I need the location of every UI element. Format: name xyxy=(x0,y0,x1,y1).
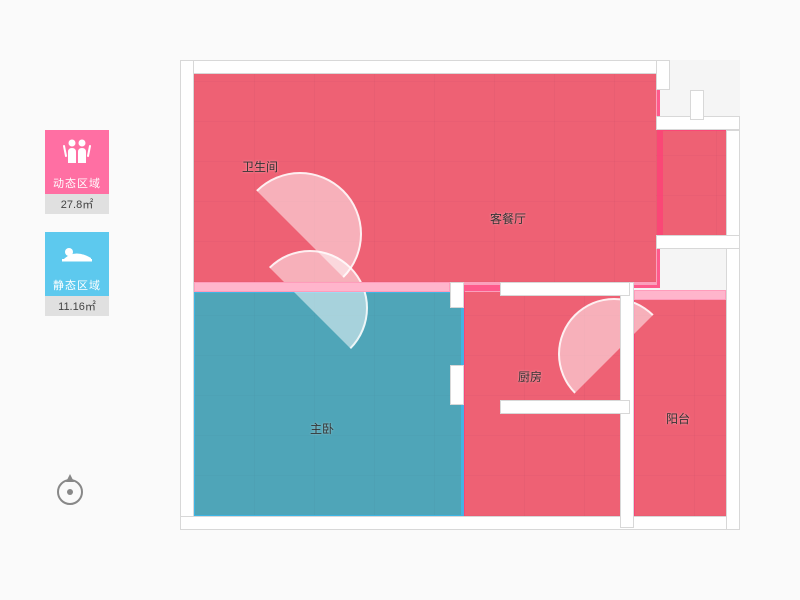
room-label-bathroom: 卫生间 xyxy=(242,158,278,175)
wall-segment xyxy=(726,130,740,530)
legend-dynamic-title: 动态区域 xyxy=(45,172,109,194)
zone-overlay-pink xyxy=(660,128,732,242)
zone-overlay-pink xyxy=(190,70,660,288)
wall-segment xyxy=(656,60,670,90)
room-label-bedroom: 主卧 xyxy=(310,420,334,437)
legend-dynamic-value: 27.8㎡ xyxy=(45,194,109,214)
wall-segment xyxy=(450,282,464,308)
sleep-icon xyxy=(45,232,109,274)
compass-icon xyxy=(50,470,90,510)
wall-segment xyxy=(500,400,630,414)
legend-static: 静态区域 11.16㎡ xyxy=(45,232,109,316)
legend-static-value: 11.16㎡ xyxy=(45,296,109,316)
room-label-kitchen: 厨房 xyxy=(518,368,542,385)
wall-segment xyxy=(500,282,630,296)
legend-panel: 动态区域 27.8㎡ 静态区域 11.16㎡ xyxy=(45,130,109,334)
wall-segment xyxy=(690,90,704,120)
wall-segment xyxy=(180,60,194,530)
legend-dynamic: 动态区域 27.8㎡ xyxy=(45,130,109,214)
zone-overlay-pink xyxy=(632,296,732,520)
floorplan-canvas: 卫生间客餐厅厨房阳台主卧 xyxy=(180,60,740,530)
legend-static-title: 静态区域 xyxy=(45,274,109,296)
wall-segment xyxy=(180,516,740,530)
room-label-balcony: 阳台 xyxy=(666,410,690,427)
wall-segment xyxy=(656,235,740,249)
wall-segment xyxy=(450,365,464,405)
room-label-living: 客餐厅 xyxy=(490,210,526,227)
people-icon xyxy=(45,130,109,172)
wall-segment xyxy=(180,60,670,74)
interior-wall xyxy=(634,290,726,300)
interior-wall xyxy=(194,282,450,292)
